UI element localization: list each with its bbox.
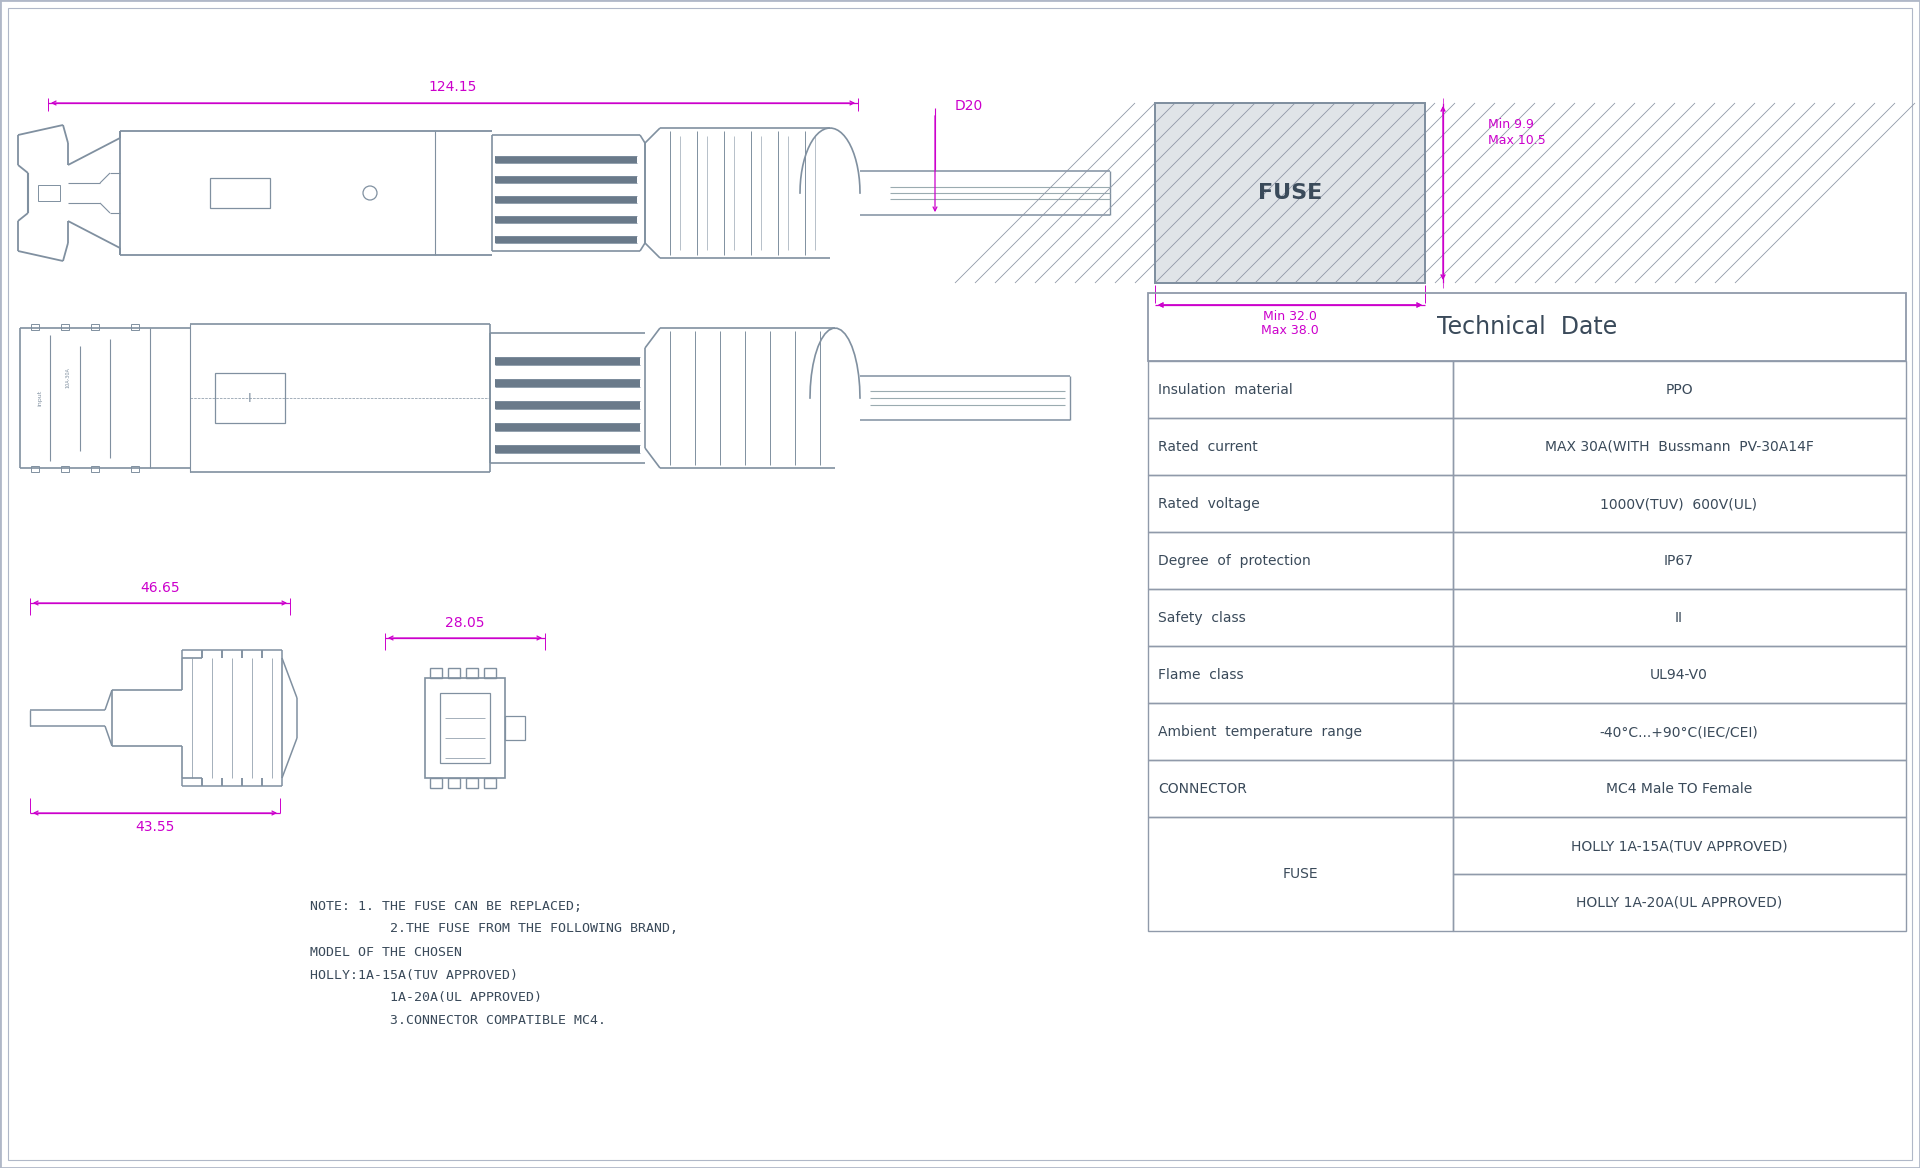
Text: UL94-V0: UL94-V0	[1649, 668, 1709, 682]
Text: 3.CONNECTOR COMPATIBLE MC4.: 3.CONNECTOR COMPATIBLE MC4.	[309, 1015, 607, 1028]
Bar	[1148, 361, 1453, 418]
Text: 10A-30A: 10A-30A	[65, 368, 71, 389]
Text: MODEL OF THE CHOSEN: MODEL OF THE CHOSEN	[309, 946, 463, 959]
Text: II: II	[1674, 611, 1684, 625]
Bar	[447, 778, 461, 788]
Bar	[38, 185, 60, 201]
Text: Rated  voltage: Rated voltage	[1158, 498, 1260, 512]
Bar	[1148, 760, 1453, 816]
Text: Min 9.9: Min 9.9	[1488, 118, 1534, 132]
Bar	[1148, 703, 1453, 760]
Text: Rated  current: Rated current	[1158, 440, 1258, 454]
Text: FUSE: FUSE	[1283, 867, 1317, 881]
Text: 124.15: 124.15	[428, 79, 478, 93]
Text: I: I	[248, 391, 252, 404]
Text: Technical  Date: Technical Date	[1436, 315, 1617, 339]
Bar	[1453, 646, 1907, 703]
Bar	[1453, 531, 1907, 589]
Text: 1000V(TUV)  600V(UL): 1000V(TUV) 600V(UL)	[1601, 498, 1757, 512]
Bar	[484, 778, 495, 788]
Bar	[1453, 589, 1907, 646]
Text: IP67: IP67	[1665, 554, 1693, 568]
Bar	[1453, 760, 1907, 816]
Bar	[1156, 103, 1425, 283]
Bar	[447, 668, 461, 677]
Text: 43.55: 43.55	[134, 820, 175, 834]
Bar	[440, 693, 490, 763]
Bar	[90, 324, 100, 331]
Bar	[495, 378, 639, 387]
Text: NOTE: 1. THE FUSE CAN BE REPLACED;: NOTE: 1. THE FUSE CAN BE REPLACED;	[309, 899, 582, 912]
Text: 46.65: 46.65	[140, 580, 180, 595]
Text: PPO: PPO	[1665, 383, 1693, 397]
Text: HOLLY 1A-20A(UL APPROVED): HOLLY 1A-20A(UL APPROVED)	[1576, 896, 1782, 910]
Text: CONNECTOR: CONNECTOR	[1158, 783, 1246, 797]
Text: Insulation  material: Insulation material	[1158, 383, 1292, 397]
Text: -40°C...+90°C(IEC/CEI): -40°C...+90°C(IEC/CEI)	[1599, 725, 1759, 739]
Text: 2.THE FUSE FROM THE FOLLOWING BRAND,: 2.THE FUSE FROM THE FOLLOWING BRAND,	[309, 923, 678, 936]
Text: Flame  class: Flame class	[1158, 668, 1244, 682]
Text: 28.05: 28.05	[445, 616, 484, 630]
Text: Min 32.0: Min 32.0	[1263, 311, 1317, 324]
Text: 1A-20A(UL APPROVED): 1A-20A(UL APPROVED)	[309, 992, 541, 1004]
Text: MAX 30A(WITH  Bussmann  PV-30A14F: MAX 30A(WITH Bussmann PV-30A14F	[1544, 440, 1812, 454]
Bar	[1453, 361, 1907, 418]
Text: HOLLY:1A-15A(TUV APPROVED): HOLLY:1A-15A(TUV APPROVED)	[309, 968, 518, 981]
Bar	[1453, 874, 1907, 931]
Text: Max 38.0: Max 38.0	[1261, 325, 1319, 338]
Bar	[1148, 646, 1453, 703]
Bar	[131, 466, 138, 472]
Bar	[1453, 703, 1907, 760]
Bar	[1453, 816, 1907, 874]
Bar	[430, 668, 442, 677]
Bar	[430, 778, 442, 788]
Bar	[484, 668, 495, 677]
Bar	[495, 401, 639, 409]
Bar	[1148, 589, 1453, 646]
Bar	[1156, 103, 1425, 283]
Bar	[495, 216, 637, 223]
Bar	[1148, 531, 1453, 589]
Bar	[1148, 293, 1907, 361]
Bar	[467, 668, 478, 677]
Text: input: input	[38, 390, 42, 406]
Text: Ambient  temperature  range: Ambient temperature range	[1158, 725, 1361, 739]
Bar	[467, 778, 478, 788]
Text: MC4 Male TO Female: MC4 Male TO Female	[1605, 783, 1753, 797]
Bar	[495, 196, 637, 203]
Bar	[495, 445, 639, 453]
Bar	[1148, 816, 1453, 931]
Bar	[495, 236, 637, 243]
Bar	[31, 466, 38, 472]
Bar	[61, 466, 69, 472]
Bar	[209, 178, 271, 208]
Bar	[495, 176, 637, 183]
Bar	[505, 716, 524, 741]
Text: HOLLY 1A-15A(TUV APPROVED): HOLLY 1A-15A(TUV APPROVED)	[1571, 839, 1788, 853]
Bar	[90, 466, 100, 472]
Bar	[424, 677, 505, 778]
Text: FUSE: FUSE	[1258, 183, 1323, 203]
Bar	[495, 357, 639, 364]
Text: Degree  of  protection: Degree of protection	[1158, 554, 1311, 568]
Bar	[1453, 475, 1907, 531]
Text: Safety  class: Safety class	[1158, 611, 1246, 625]
Bar	[131, 324, 138, 331]
Bar	[1148, 418, 1453, 475]
Bar	[495, 423, 639, 431]
Text: Max 10.5: Max 10.5	[1488, 134, 1546, 147]
Bar	[495, 157, 637, 164]
Bar	[1148, 475, 1453, 531]
Bar	[1453, 418, 1907, 475]
Bar	[215, 373, 284, 423]
Bar	[61, 324, 69, 331]
Text: D20: D20	[954, 99, 983, 113]
Bar	[31, 324, 38, 331]
